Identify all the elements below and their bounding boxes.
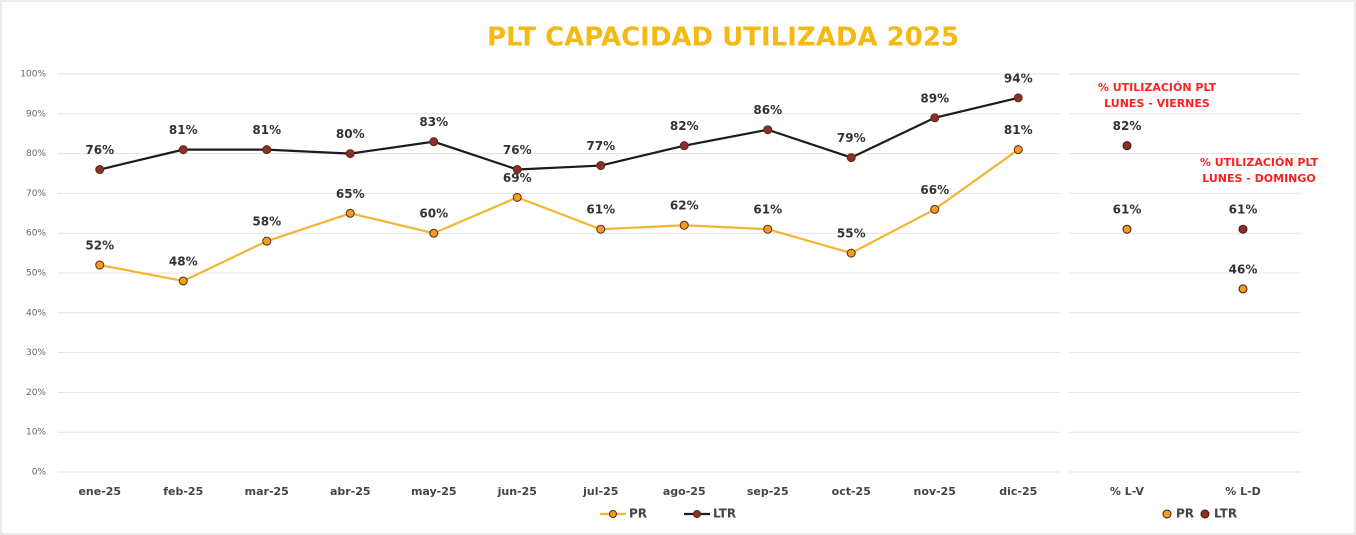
point xyxy=(1238,284,1248,294)
y-tick-label: 20% xyxy=(26,388,46,398)
point xyxy=(1013,145,1023,155)
data-label: 48% xyxy=(169,254,198,268)
annotation: % UTILIZACIÓN PLT xyxy=(1098,81,1217,94)
y-tick-label: 0% xyxy=(32,468,47,478)
chart-title: PLT CAPACIDAD UTILIZADA 2025 xyxy=(487,23,959,53)
point xyxy=(178,145,188,155)
data-label: 61% xyxy=(586,203,615,217)
x-tick-label: oct-25 xyxy=(832,485,871,498)
data-label: 46% xyxy=(1229,262,1258,276)
data-label: 81% xyxy=(169,123,198,137)
point xyxy=(1013,93,1023,103)
x-tick-label: mar-25 xyxy=(245,485,289,498)
x-tick-label: % L-V xyxy=(1110,485,1145,498)
data-label: 58% xyxy=(252,215,281,229)
point xyxy=(1238,224,1248,234)
x-tick-label: feb-25 xyxy=(163,485,203,498)
legend-label: LTR xyxy=(713,507,736,521)
y-tick-label: 50% xyxy=(26,269,46,279)
point xyxy=(95,165,105,175)
data-label: 82% xyxy=(670,119,699,133)
data-label: 65% xyxy=(336,187,365,201)
annotation: LUNES - VIERNES xyxy=(1104,97,1210,110)
point xyxy=(596,224,606,234)
point xyxy=(262,145,272,155)
y-tick-label: 70% xyxy=(26,189,46,199)
point xyxy=(763,224,773,234)
x-tick-label: may-25 xyxy=(411,485,457,498)
point xyxy=(846,248,856,258)
y-tick-label: 40% xyxy=(26,308,46,318)
data-label: 61% xyxy=(753,203,782,217)
point xyxy=(679,141,689,151)
data-label: 62% xyxy=(670,199,699,213)
x-tick-label: ene-25 xyxy=(78,485,121,498)
data-label: 61% xyxy=(1229,203,1258,217)
legend-marker xyxy=(693,510,701,518)
legend-marker xyxy=(609,510,617,518)
data-label: 61% xyxy=(1113,203,1142,217)
y-tick-label: 60% xyxy=(26,229,46,239)
data-label: 66% xyxy=(920,183,949,197)
legend-label: PR xyxy=(629,507,647,521)
data-label: 82% xyxy=(1113,119,1142,133)
x-tick-label: jul-25 xyxy=(582,485,618,498)
y-tick-label: 80% xyxy=(26,149,46,159)
data-label: 89% xyxy=(920,91,949,105)
legend-marker xyxy=(1162,509,1172,519)
point xyxy=(846,153,856,163)
data-label: 79% xyxy=(837,131,866,145)
data-label: 52% xyxy=(85,239,114,253)
y-tick-label: 90% xyxy=(26,109,46,119)
x-tick-label: dic-25 xyxy=(999,485,1037,498)
x-tick-label: ago-25 xyxy=(663,485,706,498)
point xyxy=(763,125,773,135)
legend-label: LTR xyxy=(1214,507,1237,521)
point xyxy=(930,204,940,214)
x-tick-label: sep-25 xyxy=(747,485,789,498)
data-label: 76% xyxy=(503,143,532,157)
data-label: 86% xyxy=(753,103,782,117)
point xyxy=(429,137,439,147)
x-tick-label: % L-D xyxy=(1225,485,1261,498)
point xyxy=(930,113,940,123)
data-label: 55% xyxy=(837,227,866,241)
point xyxy=(429,228,439,238)
point xyxy=(512,165,522,175)
point xyxy=(512,192,522,202)
point xyxy=(178,276,188,286)
data-label: 81% xyxy=(1004,123,1033,137)
data-label: 81% xyxy=(252,123,281,137)
x-tick-label: jun-25 xyxy=(497,485,537,498)
point xyxy=(596,161,606,171)
data-label: 80% xyxy=(336,127,365,141)
series-line xyxy=(99,96,1019,171)
point xyxy=(1122,224,1132,234)
legend-label: PR xyxy=(1176,507,1194,521)
data-label: 94% xyxy=(1004,71,1033,85)
data-label: 60% xyxy=(419,207,448,221)
data-label: 76% xyxy=(85,143,114,157)
legend-marker xyxy=(1200,509,1210,519)
y-tick-label: 10% xyxy=(26,428,46,438)
annotation: LUNES - DOMINGO xyxy=(1202,172,1316,185)
data-label: 77% xyxy=(586,139,615,153)
annotation: % UTILIZACIÓN PLT xyxy=(1200,156,1319,169)
data-label: 83% xyxy=(419,115,448,129)
y-tick-label: 100% xyxy=(20,70,46,80)
point xyxy=(345,208,355,218)
data-label: 69% xyxy=(503,171,532,185)
x-tick-label: abr-25 xyxy=(330,485,371,498)
point xyxy=(262,236,272,246)
point xyxy=(1122,141,1132,151)
series-line xyxy=(99,148,1019,283)
point xyxy=(345,149,355,159)
point xyxy=(95,260,105,270)
point xyxy=(679,220,689,230)
y-tick-label: 30% xyxy=(26,348,46,358)
x-tick-label: nov-25 xyxy=(914,485,956,498)
